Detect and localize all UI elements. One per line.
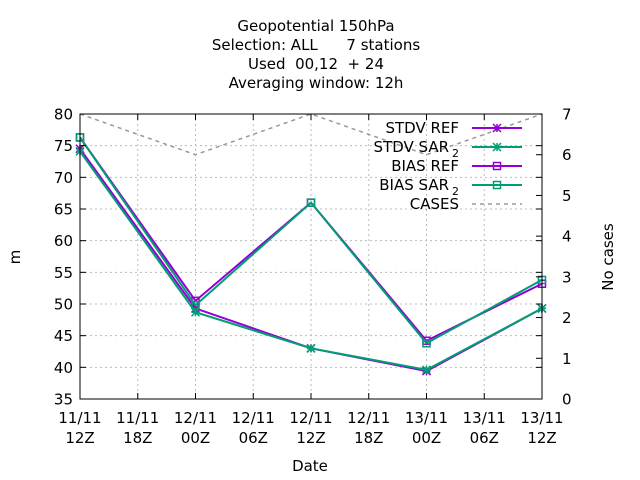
legend-label-text: BIAS REF — [391, 157, 459, 175]
y2-axis-label: No cases — [599, 223, 617, 291]
x-tick-label-hour: 12Z — [296, 429, 325, 447]
y2-tick-label: 5 — [562, 187, 572, 205]
y2-tick-label: 1 — [562, 350, 572, 368]
legend-label-text: STDV REF — [385, 119, 459, 137]
y-tick-label: 60 — [54, 232, 73, 250]
y-tick-label: 55 — [54, 264, 73, 282]
plot-frame — [79, 113, 543, 400]
y-tick-label: 65 — [54, 201, 73, 219]
series-cases — [79, 113, 543, 156]
data-point — [306, 198, 316, 207]
data-point — [306, 343, 316, 353]
y-axis: 35 40 45 50 55 60 65 70 75 80 — [54, 106, 542, 409]
title-line: Selection: ALL 7 stations — [212, 36, 420, 54]
legend-label-text: BIAS SAR — [379, 176, 449, 194]
x-tick-label-hour: 06Z — [239, 429, 268, 447]
x-tick-label-date: 11/11 — [58, 409, 101, 427]
y-tick-label: 40 — [54, 359, 73, 377]
y2-tick-label: 3 — [562, 268, 572, 286]
data-point — [421, 365, 432, 375]
x-tick-label-date: 12/11 — [289, 409, 332, 427]
y2-tick-label: 0 — [562, 391, 572, 409]
series-line — [79, 113, 543, 156]
grid-lines — [80, 114, 542, 399]
legend-label: CASES — [410, 195, 459, 213]
x-tick-label-date: 12/11 — [174, 409, 217, 427]
x-tick-label-hour: 18Z — [123, 429, 152, 447]
x-axis-label: Date — [292, 457, 328, 475]
x-tick-label-hour: 00Z — [181, 429, 210, 447]
legend-marker — [492, 180, 502, 190]
x-tick-label-hour: 00Z — [412, 429, 441, 447]
legend-label: BIAS SAR 2 — [379, 176, 459, 198]
data-point — [190, 307, 201, 317]
legend-marker — [492, 161, 502, 171]
y2-tick-label: 2 — [562, 309, 572, 327]
y-tick-label: 70 — [54, 169, 73, 187]
x-tick-label-date: 11/11 — [116, 409, 159, 427]
y-axis-label: m — [6, 250, 24, 265]
y-tick-label: 75 — [54, 137, 73, 155]
x-axis: 11/11 12Z 11/11 18Z 12/11 00Z 12/11 06Z 12/11 12Z… — [58, 114, 564, 447]
y2-tick-label: 7 — [562, 106, 572, 124]
data-point — [422, 339, 431, 348]
x-tick-label-hour: 12Z — [527, 429, 556, 447]
legend-label: BIAS REF — [391, 157, 459, 175]
x-tick-label-hour: 06Z — [470, 429, 499, 447]
legend-label-subscript: 2 — [452, 185, 459, 198]
legend-label: STDV SAR 2 — [374, 138, 459, 160]
legend-label: STDV REF — [385, 119, 459, 137]
title-line: Geopotential 150hPa — [237, 17, 394, 35]
y2-tick-label: 4 — [562, 228, 572, 246]
series-line — [79, 136, 543, 345]
y2-tick-label: 6 — [562, 146, 572, 164]
x-tick-label-date: 13/11 — [463, 409, 506, 427]
x-tick-label-date: 12/11 — [232, 409, 275, 427]
legend-marker — [492, 123, 502, 133]
data-point — [191, 301, 200, 310]
x-tick-label-date: 13/11 — [520, 409, 563, 427]
y-tick-label: 35 — [54, 391, 73, 409]
x-tick-label-hour: 12Z — [65, 429, 94, 447]
title-line: Averaging window: 12h — [229, 74, 404, 92]
y-tick-label: 50 — [54, 296, 73, 314]
x-tick-label-date: 13/11 — [405, 409, 448, 427]
y-tick-label: 80 — [54, 106, 73, 124]
legend-label-text: CASES — [410, 195, 459, 213]
legend-marker — [492, 142, 502, 152]
legend-label-text: STDV SAR — [374, 138, 449, 156]
legend-label-subscript: 2 — [452, 147, 459, 160]
y2-axis: 0 1 2 3 4 5 6 7 — [536, 106, 572, 409]
x-tick-label-date: 12/11 — [347, 409, 390, 427]
title-line: Used 00,12 + 24 — [248, 55, 384, 73]
y-tick-label: 45 — [54, 327, 73, 345]
x-tick-label-hour: 18Z — [354, 429, 383, 447]
